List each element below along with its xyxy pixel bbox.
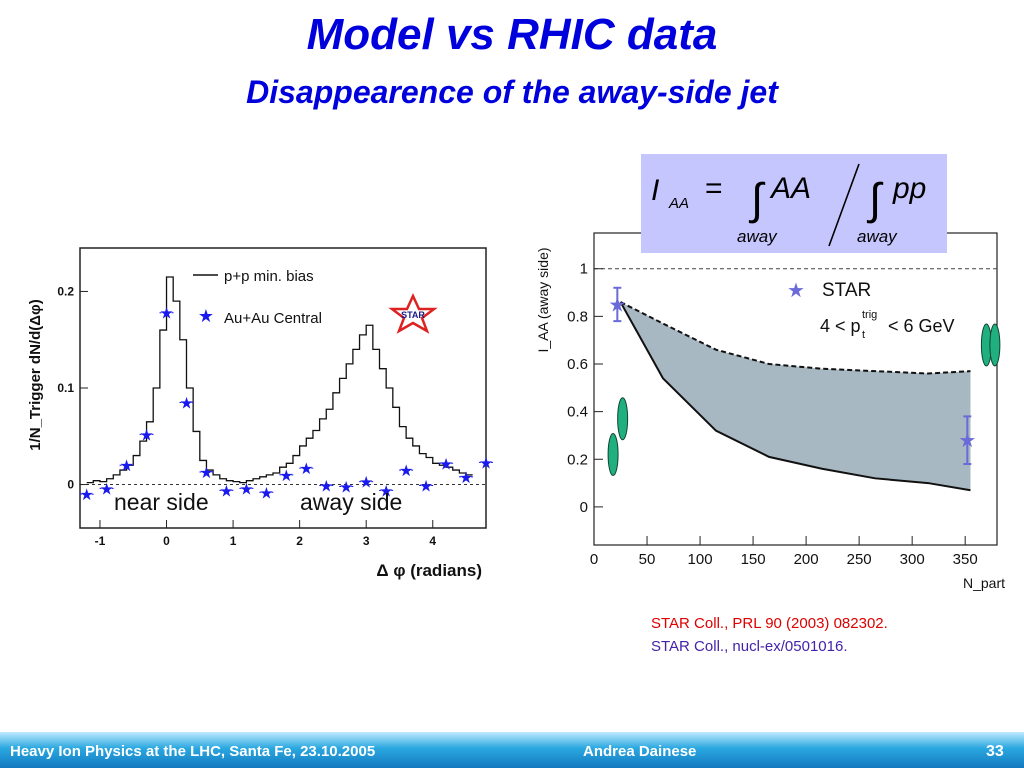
x-tick-label-right: 250 xyxy=(847,551,872,568)
svg-text:AA: AA xyxy=(668,195,689,212)
reference-nucl-ex: STAR Coll., nucl-ex/0501016. xyxy=(651,638,848,655)
auau-point: ★ xyxy=(259,485,273,502)
svg-text:AA: AA xyxy=(769,172,811,205)
auau-point: ★ xyxy=(419,479,433,496)
svg-text:away: away xyxy=(737,227,778,246)
reference-prl: STAR Coll., PRL 90 (2003) 082302. xyxy=(651,615,888,632)
plot-frame-right xyxy=(593,232,998,546)
y-tick-label-right: 0.6 xyxy=(567,356,588,373)
slide-subtitle: Disappearence of the away-side jet xyxy=(246,74,778,110)
legend-label-pt-a: 4 < p xyxy=(820,316,861,336)
auau-point: ★ xyxy=(159,306,173,323)
x-tick-label-right: 300 xyxy=(900,551,925,568)
auau-point: ★ xyxy=(339,479,353,496)
auau-point: ★ xyxy=(239,481,253,498)
model-ellipse-marker xyxy=(607,432,619,476)
legend-label-pt-b: < 6 GeV xyxy=(888,316,955,336)
auau-point: ★ xyxy=(199,465,213,482)
model-ellipse-marker xyxy=(617,397,629,441)
x-tick-label-left: 2 xyxy=(296,534,303,548)
model-ellipse-marker xyxy=(980,323,992,367)
auau-point: ★ xyxy=(379,483,393,500)
star-logo: STAR xyxy=(388,293,438,334)
svg-text:pp: pp xyxy=(892,172,926,205)
x-tick-label-left: 4 xyxy=(429,534,436,548)
x-axis-label-left: Δ φ (radians) xyxy=(376,561,482,580)
svg-text:away: away xyxy=(857,227,898,246)
y-tick-label-right: 0 xyxy=(580,499,588,516)
footer-author: Andrea Dainese xyxy=(583,743,697,760)
auau-point: ★ xyxy=(279,468,293,485)
svg-text:∫: ∫ xyxy=(748,175,766,224)
legend-label-star: STAR xyxy=(822,280,871,301)
plot-frame-left xyxy=(79,247,487,529)
band-lower-edge xyxy=(619,301,971,492)
x-tick-label-right: 100 xyxy=(688,551,713,568)
x-tick-label-right: 50 xyxy=(639,551,656,568)
legend-star-auau: ★ xyxy=(198,306,214,326)
x-tick-label-left: 0 xyxy=(163,534,170,548)
y-tick-label-right: 0.8 xyxy=(567,308,588,325)
star-point: ★ xyxy=(958,430,976,452)
y-axis-label-right: I_AA (away side) xyxy=(535,247,551,352)
auau-point: ★ xyxy=(479,455,493,472)
svg-text:I: I xyxy=(651,174,659,207)
auau-point: ★ xyxy=(459,470,473,487)
auau-point: ★ xyxy=(439,456,453,473)
band-upper-edge xyxy=(620,301,971,375)
page-number: 33 xyxy=(986,743,1004,760)
slide-title: Model vs RHIC data xyxy=(306,10,718,59)
x-tick-label-right: 150 xyxy=(741,551,766,568)
y-tick-label-right: 0.4 xyxy=(567,404,588,421)
model-band xyxy=(620,302,971,491)
legend-label-pp: p+p min. bias xyxy=(224,268,314,285)
legend-label-auau: Au+Au Central xyxy=(224,310,322,327)
auau-point: ★ xyxy=(139,427,153,444)
y-tick-label-right: 0.2 xyxy=(567,451,588,468)
annotation-near-side: near side xyxy=(114,489,209,515)
svg-text:=: = xyxy=(705,172,723,205)
x-tick-label-left: -1 xyxy=(95,534,106,548)
auau-point: ★ xyxy=(119,458,133,475)
auau-point: ★ xyxy=(399,463,413,480)
annotation-away-side: away side xyxy=(300,489,402,515)
svg-text:∫: ∫ xyxy=(866,175,884,224)
legend-star-symbol-right: ★ xyxy=(787,280,805,302)
iaa-formula: I AA = ∫ AA away ∫ pp away xyxy=(641,154,947,253)
y-tick-label-left: 0.1 xyxy=(57,381,74,395)
star-point: ★ xyxy=(608,294,626,316)
y-tick-label-left: 0 xyxy=(67,478,74,492)
auau-point: ★ xyxy=(219,483,233,500)
x-tick-label-left: 1 xyxy=(230,534,237,548)
x-tick-label-right: 200 xyxy=(794,551,819,568)
legend-label-pt-sup: trig xyxy=(862,309,877,321)
svg-text:STAR: STAR xyxy=(401,310,425,320)
x-tick-label-right: 0 xyxy=(590,551,598,568)
footer-bar: Heavy Ion Physics at the LHC, Santa Fe, … xyxy=(0,732,1024,768)
x-axis-label-right: N_part xyxy=(963,575,1005,591)
legend-label-pt-sub: t xyxy=(862,329,865,341)
series-pp-histogram xyxy=(86,276,473,484)
x-tick-label-left: 3 xyxy=(363,534,370,548)
y-axis-label-left: 1/N_Trigger dN/d(Δφ) xyxy=(27,299,44,451)
y-tick-label-right: 1 xyxy=(580,261,588,278)
footer-conference: Heavy Ion Physics at the LHC, Santa Fe, … xyxy=(10,743,376,760)
x-tick-label-right: 350 xyxy=(953,551,978,568)
auau-point: ★ xyxy=(359,475,373,492)
auau-point: ★ xyxy=(99,481,113,498)
auau-point: ★ xyxy=(319,479,333,496)
y-tick-label-left: 0.2 xyxy=(57,284,74,298)
auau-point: ★ xyxy=(79,487,93,504)
auau-point: ★ xyxy=(299,461,313,478)
model-ellipse-marker xyxy=(989,323,1001,367)
auau-point: ★ xyxy=(179,395,193,412)
